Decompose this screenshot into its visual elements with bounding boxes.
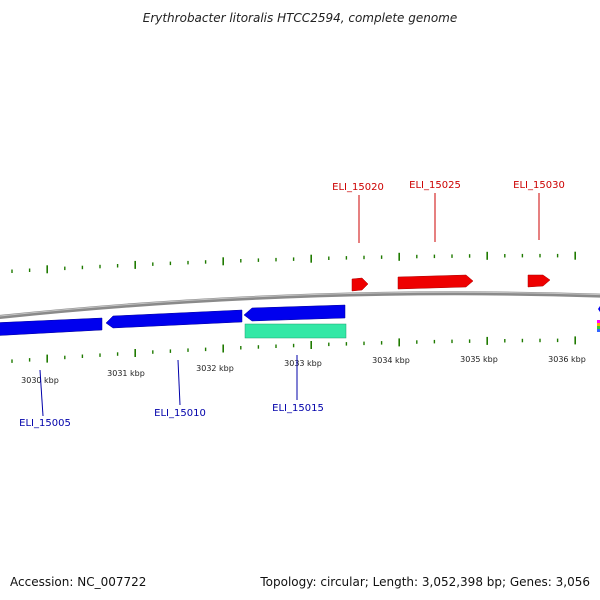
reverse-gene-labels: ELI_15005 ELI_15010 ELI_15015 [19,355,324,429]
gene-label-reverse[interactable]: ELI_15005 [19,418,71,429]
gene-forward-2[interactable] [397,274,474,290]
gene-callout-line [177,359,181,406]
gene-label-reverse[interactable]: ELI_15010 [154,408,206,419]
scale-labels: 3030 kbp 3031 kbp 3032 kbp 3033 kbp 3034… [21,355,586,385]
gene-callout-line [39,369,44,417]
gene-label-forward[interactable]: ELI_15020 [332,182,384,193]
gene-forward-3[interactable] [527,274,551,288]
edge-marker-strip [597,320,600,332]
accession-text: Accession: NC_007722 [10,575,146,589]
forward-gene-labels: ELI_15020 ELI_15025 ELI_15030 [332,180,565,243]
rna-gene[interactable] [244,323,347,339]
scale-label: 3030 kbp [21,376,59,385]
gene-label-forward[interactable]: ELI_15030 [513,180,565,191]
scale-label: 3034 kbp [372,356,410,365]
scale-label: 3035 kbp [460,355,498,364]
scale-label: 3033 kbp [284,359,322,368]
genome-backbone-highlight [0,291,600,317]
gene-forward-1[interactable] [351,277,369,292]
genome-backbone [0,291,600,319]
scale-label: 3032 kbp [196,364,234,373]
scale-label: 3036 kbp [548,355,586,364]
map-title: Erythrobacter litoralis HTCC2594, comple… [143,11,458,25]
gene-reverse-1[interactable] [0,317,103,336]
outer-tick-marks [11,251,577,274]
gene-label-forward[interactable]: ELI_15025 [409,180,461,191]
scale-label: 3031 kbp [107,369,145,378]
reverse-genes [0,304,600,336]
gene-reverse-3[interactable] [243,304,346,322]
gene-reverse-2[interactable] [105,309,243,329]
genome-summary-text: Topology: circular; Length: 3,052,398 bp… [259,575,590,589]
inner-tick-marks [11,336,577,363]
gene-label-reverse[interactable]: ELI_15015 [272,403,324,414]
forward-genes [351,274,551,292]
